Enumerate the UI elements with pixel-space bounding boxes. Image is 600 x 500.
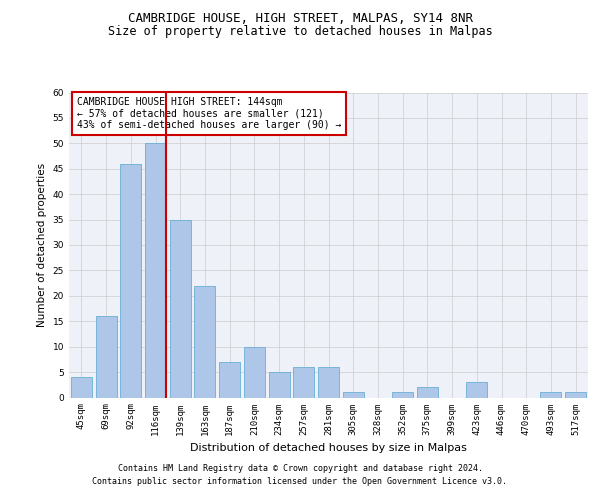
Bar xyxy=(120,164,141,398)
Bar xyxy=(170,220,191,398)
Bar xyxy=(71,377,92,398)
Y-axis label: Number of detached properties: Number of detached properties xyxy=(37,163,47,327)
Bar xyxy=(541,392,562,398)
Bar xyxy=(417,388,438,398)
Text: CAMBRIDGE HOUSE HIGH STREET: 144sqm
← 57% of detached houses are smaller (121)
4: CAMBRIDGE HOUSE HIGH STREET: 144sqm ← 57… xyxy=(77,97,341,130)
Bar xyxy=(565,392,586,398)
Bar xyxy=(244,346,265,398)
Text: Contains public sector information licensed under the Open Government Licence v3: Contains public sector information licen… xyxy=(92,477,508,486)
Bar xyxy=(269,372,290,398)
X-axis label: Distribution of detached houses by size in Malpas: Distribution of detached houses by size … xyxy=(190,443,467,453)
Bar xyxy=(219,362,240,398)
Bar xyxy=(392,392,413,398)
Bar xyxy=(318,367,339,398)
Bar xyxy=(466,382,487,398)
Text: Contains HM Land Registry data © Crown copyright and database right 2024.: Contains HM Land Registry data © Crown c… xyxy=(118,464,482,473)
Text: Size of property relative to detached houses in Malpas: Size of property relative to detached ho… xyxy=(107,25,493,38)
Text: CAMBRIDGE HOUSE, HIGH STREET, MALPAS, SY14 8NR: CAMBRIDGE HOUSE, HIGH STREET, MALPAS, SY… xyxy=(128,12,473,26)
Bar xyxy=(293,367,314,398)
Bar xyxy=(343,392,364,398)
Bar xyxy=(95,316,116,398)
Bar xyxy=(194,286,215,398)
Bar xyxy=(145,144,166,398)
